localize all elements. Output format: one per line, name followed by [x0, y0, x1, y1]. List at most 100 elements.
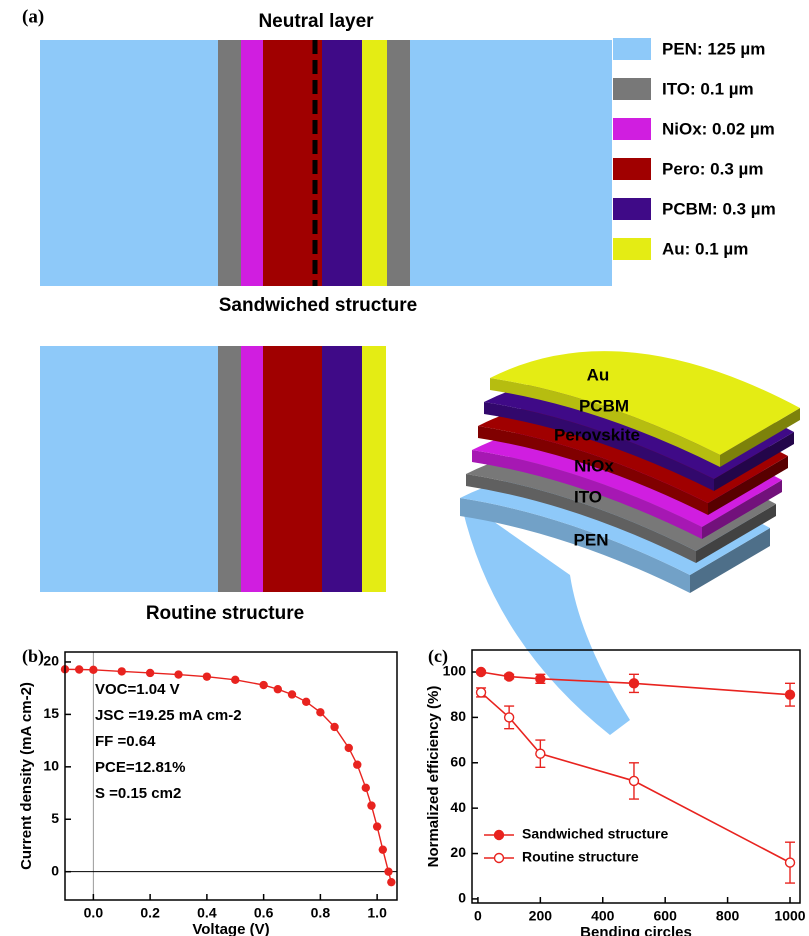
y-tick-label: 0	[458, 890, 466, 906]
y-tick-label: 15	[43, 705, 59, 721]
x-tick-label: 800	[716, 908, 740, 924]
x-axis-label: Bending circles	[580, 924, 692, 936]
legend-marker	[495, 854, 504, 863]
marker	[786, 690, 795, 699]
legend-label: Pero: 0.3 µm	[662, 159, 763, 178]
layer	[40, 40, 218, 286]
legend-marker	[495, 831, 504, 840]
stack-label: Perovskite	[554, 425, 640, 444]
legend-label: Sandwiched structure	[522, 826, 668, 842]
figure: (a) Neutral layer Sandwiched structure R…	[0, 0, 809, 936]
legend-label: PCBM: 0.3 µm	[662, 199, 776, 218]
x-tick-label: 0	[474, 908, 482, 924]
annotation: S =0.15 cm2	[95, 785, 181, 802]
legend-label: PEN: 125 µm	[662, 39, 765, 58]
marker	[536, 749, 545, 758]
annotation: FF =0.64	[95, 733, 156, 750]
structure-title: Routine structure	[146, 603, 304, 624]
annotation: PCE=12.81%	[95, 759, 185, 776]
layer	[322, 346, 362, 592]
marker	[345, 744, 353, 752]
marker	[786, 858, 795, 867]
annotation: VOC=1.04 V	[95, 681, 180, 698]
marker	[174, 670, 182, 678]
marker	[536, 674, 545, 683]
legend-swatch	[613, 158, 651, 180]
marker	[288, 690, 296, 698]
neutral-label: Neutral layer	[258, 11, 374, 32]
marker	[505, 713, 514, 722]
marker	[302, 698, 310, 706]
y-axis-label: Normalized efficiency (%)	[425, 686, 442, 868]
stack-label: ITO	[574, 487, 602, 506]
x-tick-label: 0.4	[197, 905, 217, 921]
x-axis-label: Voltage (V)	[192, 921, 269, 936]
marker	[362, 784, 370, 792]
marker	[146, 669, 154, 677]
legend-label: NiOx: 0.02 µm	[662, 119, 775, 138]
panel-label: (b)	[22, 646, 44, 667]
marker	[373, 822, 381, 830]
x-tick-label: 400	[591, 908, 615, 924]
y-tick-label: 60	[450, 753, 466, 769]
marker	[387, 878, 395, 886]
marker	[89, 666, 97, 674]
stack-label: Au	[587, 365, 610, 384]
layer	[241, 346, 263, 592]
legend-swatch	[613, 38, 651, 60]
legend-swatch	[613, 198, 651, 220]
y-tick-label: 20	[43, 653, 59, 669]
x-tick-label: 600	[654, 908, 678, 924]
marker	[379, 845, 387, 853]
marker	[477, 668, 486, 677]
panel-label: (a)	[22, 6, 44, 27]
layer	[263, 346, 322, 592]
marker	[477, 688, 486, 697]
marker	[118, 667, 126, 675]
layer	[410, 40, 612, 286]
y-tick-label: 100	[443, 663, 467, 679]
y-tick-label: 20	[450, 844, 466, 860]
legend-swatch	[613, 78, 651, 100]
marker	[384, 867, 392, 875]
y-tick-label: 10	[43, 758, 59, 774]
x-tick-label: 0.6	[254, 905, 274, 921]
stack-label: NiOx	[574, 456, 614, 475]
structure-title: Sandwiched structure	[219, 295, 418, 316]
x-tick-label: 0.2	[140, 905, 160, 921]
marker	[75, 665, 83, 673]
legend-label: Routine structure	[522, 849, 639, 865]
marker	[629, 776, 638, 785]
legend-label: Au: 0.1 µm	[662, 239, 748, 258]
layer	[241, 40, 263, 286]
layer	[387, 40, 410, 286]
layer	[218, 40, 241, 286]
layer	[362, 40, 387, 286]
marker	[629, 679, 638, 688]
x-tick-label: 0.0	[84, 905, 104, 921]
legend-swatch	[613, 118, 651, 140]
layer	[362, 346, 386, 592]
marker	[353, 761, 361, 769]
x-tick-label: 0.8	[311, 905, 331, 921]
x-tick-label: 1.0	[367, 905, 387, 921]
stack-label: PEN	[574, 530, 609, 549]
layer	[218, 346, 241, 592]
legend-swatch	[613, 238, 651, 260]
y-tick-label: 80	[450, 708, 466, 724]
y-tick-label: 40	[450, 799, 466, 815]
marker	[367, 801, 375, 809]
page: {"panel_a": { "label": "(a)", "neutral_l…	[0, 0, 809, 936]
marker	[203, 672, 211, 680]
x-tick-label: 1000	[774, 908, 805, 924]
marker	[505, 672, 514, 681]
marker	[259, 681, 267, 689]
y-tick-label: 5	[51, 810, 59, 826]
y-axis-label: Current density (mA cm-2)	[18, 682, 35, 870]
marker	[316, 708, 324, 716]
layer	[40, 346, 218, 592]
annotation: JSC =19.25 mA cm-2	[95, 707, 242, 724]
x-tick-label: 200	[529, 908, 553, 924]
y-tick-label: 0	[51, 862, 59, 878]
stack-label: PCBM	[579, 396, 629, 415]
